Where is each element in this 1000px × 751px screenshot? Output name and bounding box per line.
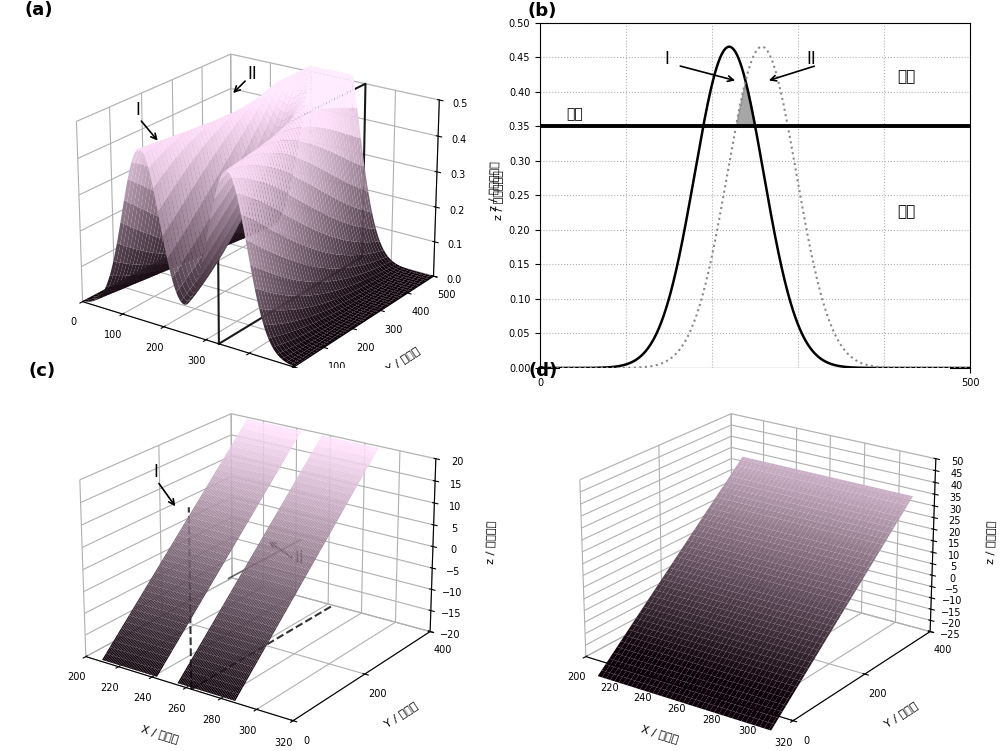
Text: II: II: [247, 65, 257, 83]
Text: (d): (d): [528, 362, 558, 380]
Y-axis label: Y / 像素点: Y / 像素点: [383, 700, 420, 729]
Text: I: I: [153, 463, 158, 481]
X-axis label: X / 像素点: X / 像素点: [140, 723, 180, 744]
Text: (c): (c): [28, 362, 56, 380]
Text: 阈値: 阈値: [566, 107, 583, 121]
Y-axis label: Y / 像素点: Y / 像素点: [385, 345, 422, 374]
X-axis label: X / 像素点: X / 像素点: [640, 723, 680, 744]
Y-axis label: z / 光学调制度: z / 光学调制度: [493, 170, 503, 220]
Text: II: II: [294, 549, 304, 567]
Text: I: I: [136, 101, 140, 119]
Text: 无效: 无效: [897, 204, 915, 219]
Text: (b): (b): [527, 2, 556, 20]
X-axis label: X / 像素点: X / 像素点: [139, 369, 178, 390]
Text: (a): (a): [24, 2, 53, 20]
Text: I: I: [665, 50, 670, 68]
Y-axis label: Y / 像素点: Y / 像素点: [883, 700, 920, 729]
X-axis label: X / 像素点: X / 像素点: [736, 394, 774, 403]
Text: 有效: 有效: [897, 69, 915, 84]
Text: II: II: [807, 50, 816, 68]
